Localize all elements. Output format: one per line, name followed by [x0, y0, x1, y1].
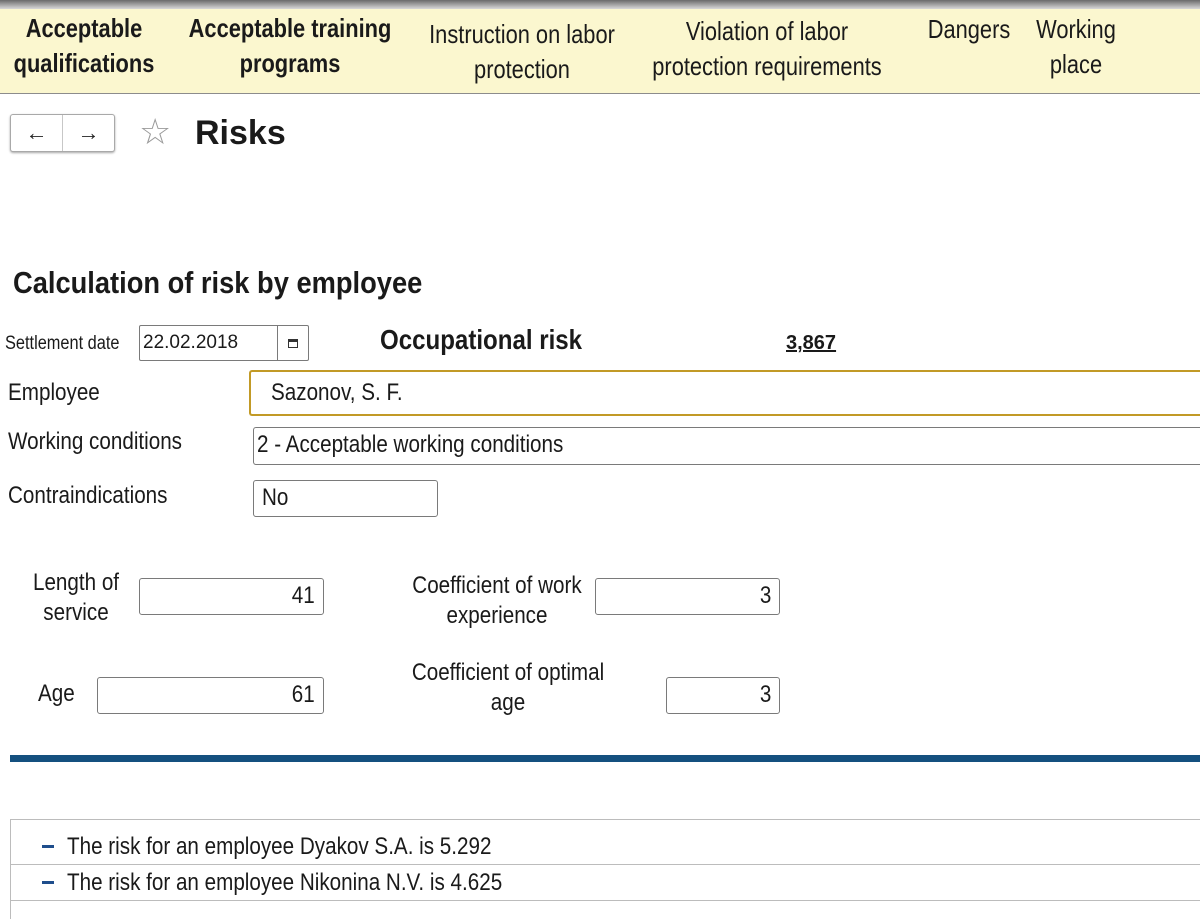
window-top-shadow	[0, 0, 1200, 9]
tab-dangers[interactable]: Dangers	[923, 12, 1015, 47]
calendar-button[interactable]	[277, 326, 308, 360]
coef-work-experience-label: Coefficient of work experience	[407, 571, 588, 631]
tab-label-line: Instruction on labor	[429, 19, 615, 49]
working-conditions-value: 2 - Acceptable working conditions	[257, 431, 564, 458]
coef-optimal-age-field[interactable]: 3	[666, 677, 780, 714]
tab-label-line: Acceptable	[25, 13, 143, 43]
message-text: The risk for an employee Dyakov S.A. is …	[67, 833, 492, 860]
age-label: Age	[38, 680, 75, 707]
occupational-risk-label: Occupational risk	[380, 324, 583, 355]
age-value: 61	[292, 681, 315, 708]
page-title: Risks	[195, 114, 286, 152]
working-conditions-field[interactable]: 2 - Acceptable working conditions	[253, 427, 1200, 465]
label-line: Length of	[32, 569, 120, 596]
tab-label-line: programs	[239, 48, 341, 78]
section-tab-bar: Acceptable qualifications Acceptable tra…	[0, 9, 1200, 94]
occupational-risk-value[interactable]: 3,867	[786, 332, 837, 354]
length-of-service-field[interactable]: 41	[139, 578, 324, 615]
contraindications-field[interactable]: No	[253, 480, 438, 517]
dash-icon	[42, 845, 54, 848]
calendar-icon	[288, 338, 298, 348]
section-title: Calculation of risk by employee	[13, 265, 423, 300]
label-line: experience	[446, 602, 548, 629]
history-nav-group: ← →	[10, 114, 115, 152]
risk-messages-list: The risk for an employee Dyakov S.A. is …	[10, 819, 1200, 919]
message-text: The risk for an employee Nikonina N.V. i…	[67, 869, 503, 896]
arrow-right-icon: →	[77, 120, 100, 145]
tab-label-line: Working	[1036, 14, 1116, 44]
settlement-date-value[interactable]: 22.02.2018	[143, 332, 239, 353]
age-field[interactable]: 61	[97, 677, 324, 714]
label-line: age	[490, 689, 526, 716]
tab-working-place[interactable]: Working place	[1034, 12, 1118, 82]
tab-label-line: Dangers	[927, 14, 1011, 44]
employee-label: Employee	[8, 379, 100, 406]
label-line: Coefficient of optimal	[411, 659, 605, 686]
length-of-service-label: Length of service	[18, 568, 135, 628]
label-line: Coefficient of work	[412, 572, 582, 599]
contraindications-label: Contraindications	[8, 482, 168, 509]
tab-label-line: qualifications	[13, 48, 155, 78]
tab-label-line: Violation of labor	[685, 16, 849, 46]
arrow-left-icon: ←	[25, 120, 48, 145]
employee-value: Sazonov, S. F.	[271, 379, 403, 406]
star-icon[interactable]: ☆	[139, 111, 172, 152]
list-item[interactable]: The risk for an employee Nikonina N.V. i…	[11, 865, 1200, 901]
forward-button[interactable]: →	[63, 115, 114, 151]
tab-label-line: protection	[474, 54, 570, 84]
tab-label-line: place	[1049, 49, 1103, 79]
coef-optimal-age-value: 3	[759, 681, 771, 708]
tab-acceptable-training-programs[interactable]: Acceptable training programs	[188, 11, 393, 81]
settlement-date-label: Settlement date	[5, 333, 120, 354]
employee-field[interactable]: Sazonov, S. F.	[249, 370, 1200, 416]
tab-label-line: Acceptable training	[188, 13, 392, 43]
contraindications-value: No	[262, 484, 289, 511]
tab-violation-of-labor-protection[interactable]: Violation of labor protection requiremen…	[652, 14, 882, 84]
list-item[interactable]: The risk for an employee Dyakov S.A. is …	[11, 829, 1200, 865]
coef-work-experience-value: 3	[759, 582, 771, 609]
label-line: service	[43, 599, 109, 626]
back-button[interactable]: ←	[11, 115, 63, 151]
coef-optimal-age-label: Coefficient of optimal age	[403, 658, 613, 718]
tab-acceptable-qualifications[interactable]: Acceptable qualifications	[13, 11, 155, 81]
tab-instruction-on-labor-protection[interactable]: Instruction on labor protection	[426, 17, 618, 87]
dash-icon	[42, 881, 54, 884]
working-conditions-label: Working conditions	[8, 428, 183, 455]
section-divider	[10, 755, 1200, 762]
coef-work-experience-field[interactable]: 3	[595, 578, 780, 615]
settlement-date-field[interactable]: 22.02.2018	[139, 325, 309, 361]
tab-label-line: protection requirements	[652, 51, 882, 81]
length-of-service-value: 41	[292, 582, 315, 609]
